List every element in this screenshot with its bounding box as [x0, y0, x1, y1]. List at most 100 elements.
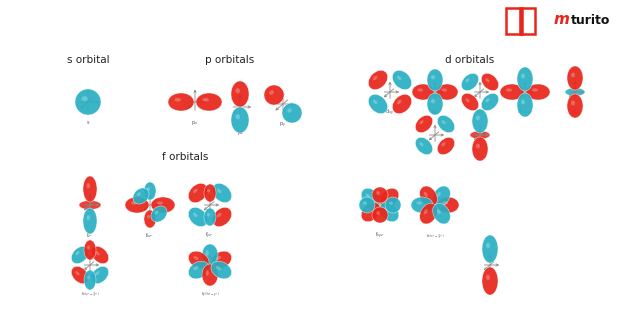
- Ellipse shape: [442, 88, 447, 92]
- Ellipse shape: [442, 142, 445, 146]
- Ellipse shape: [420, 186, 437, 207]
- Ellipse shape: [207, 213, 210, 217]
- Ellipse shape: [361, 188, 380, 208]
- Ellipse shape: [287, 108, 292, 113]
- Ellipse shape: [207, 189, 210, 193]
- Ellipse shape: [424, 192, 428, 197]
- Ellipse shape: [217, 213, 221, 217]
- Ellipse shape: [236, 114, 240, 119]
- Ellipse shape: [151, 206, 167, 222]
- Ellipse shape: [442, 120, 445, 124]
- Ellipse shape: [465, 98, 470, 102]
- Ellipse shape: [196, 93, 222, 111]
- Ellipse shape: [486, 243, 490, 248]
- Ellipse shape: [81, 96, 88, 101]
- Ellipse shape: [571, 73, 575, 77]
- Ellipse shape: [144, 210, 156, 228]
- Ellipse shape: [392, 94, 412, 114]
- Ellipse shape: [366, 208, 371, 212]
- Ellipse shape: [264, 85, 284, 105]
- Ellipse shape: [372, 187, 388, 203]
- Ellipse shape: [571, 100, 575, 105]
- Ellipse shape: [212, 183, 232, 203]
- Ellipse shape: [461, 93, 479, 111]
- Ellipse shape: [567, 66, 583, 90]
- Text: f$_{x(x^2-3y^2)}$: f$_{x(x^2-3y^2)}$: [426, 232, 444, 241]
- Ellipse shape: [231, 81, 249, 107]
- Ellipse shape: [424, 209, 428, 214]
- Ellipse shape: [376, 191, 380, 195]
- Ellipse shape: [397, 100, 401, 104]
- Ellipse shape: [87, 276, 90, 279]
- Ellipse shape: [500, 84, 524, 100]
- Ellipse shape: [420, 203, 437, 224]
- Text: p$_y$: p$_y$: [280, 121, 287, 130]
- Ellipse shape: [486, 98, 490, 102]
- Ellipse shape: [526, 84, 550, 100]
- Text: d$_{x^2-y^2}$: d$_{x^2-y^2}$: [516, 108, 533, 118]
- Ellipse shape: [86, 183, 90, 188]
- Ellipse shape: [565, 88, 585, 96]
- Ellipse shape: [76, 271, 79, 275]
- Text: f$_{z^3}$: f$_{z^3}$: [86, 231, 93, 240]
- Ellipse shape: [427, 93, 443, 115]
- Ellipse shape: [269, 90, 274, 95]
- Text: d$_{z^2}$: d$_{z^2}$: [571, 108, 579, 117]
- Ellipse shape: [216, 256, 221, 260]
- Ellipse shape: [415, 116, 433, 132]
- Ellipse shape: [193, 266, 198, 270]
- Ellipse shape: [131, 201, 137, 204]
- Ellipse shape: [411, 197, 433, 213]
- Text: p$_z$: p$_z$: [237, 129, 243, 137]
- Ellipse shape: [175, 98, 181, 101]
- Text: turito: turito: [571, 13, 611, 27]
- Ellipse shape: [517, 67, 533, 91]
- Ellipse shape: [397, 76, 401, 80]
- Ellipse shape: [486, 78, 490, 82]
- Ellipse shape: [476, 116, 480, 120]
- Ellipse shape: [72, 246, 88, 264]
- Ellipse shape: [95, 251, 100, 255]
- Ellipse shape: [412, 84, 434, 100]
- Ellipse shape: [521, 100, 525, 104]
- Ellipse shape: [470, 131, 490, 139]
- Ellipse shape: [380, 188, 399, 208]
- Ellipse shape: [168, 93, 194, 111]
- Ellipse shape: [437, 116, 454, 132]
- Ellipse shape: [417, 88, 423, 92]
- Ellipse shape: [442, 201, 448, 204]
- Ellipse shape: [415, 137, 433, 155]
- Ellipse shape: [133, 188, 149, 204]
- Ellipse shape: [427, 69, 443, 91]
- Text: d$_{yz}$: d$_{yz}$: [476, 108, 484, 118]
- Ellipse shape: [205, 250, 209, 256]
- Ellipse shape: [436, 209, 441, 214]
- Ellipse shape: [87, 245, 90, 250]
- Ellipse shape: [376, 211, 380, 215]
- Ellipse shape: [147, 215, 150, 219]
- Ellipse shape: [188, 261, 209, 279]
- Ellipse shape: [211, 261, 232, 279]
- Ellipse shape: [155, 210, 159, 214]
- Ellipse shape: [369, 70, 388, 90]
- Ellipse shape: [95, 271, 100, 275]
- Ellipse shape: [84, 270, 96, 290]
- Ellipse shape: [417, 201, 422, 204]
- Ellipse shape: [372, 207, 388, 223]
- Ellipse shape: [389, 201, 393, 204]
- Ellipse shape: [363, 201, 367, 204]
- Ellipse shape: [433, 203, 451, 224]
- Ellipse shape: [83, 208, 97, 234]
- Ellipse shape: [472, 137, 488, 161]
- Ellipse shape: [419, 142, 424, 146]
- Text: s: s: [87, 120, 89, 125]
- Text: f$_{yz^2}$: f$_{yz^2}$: [205, 231, 214, 241]
- Ellipse shape: [231, 107, 249, 133]
- Ellipse shape: [76, 251, 79, 255]
- Text: p$_x$: p$_x$: [191, 119, 198, 127]
- Ellipse shape: [202, 98, 209, 101]
- Ellipse shape: [188, 207, 207, 227]
- Text: d orbitals: d orbitals: [445, 55, 495, 65]
- Ellipse shape: [431, 99, 435, 103]
- Ellipse shape: [193, 189, 198, 193]
